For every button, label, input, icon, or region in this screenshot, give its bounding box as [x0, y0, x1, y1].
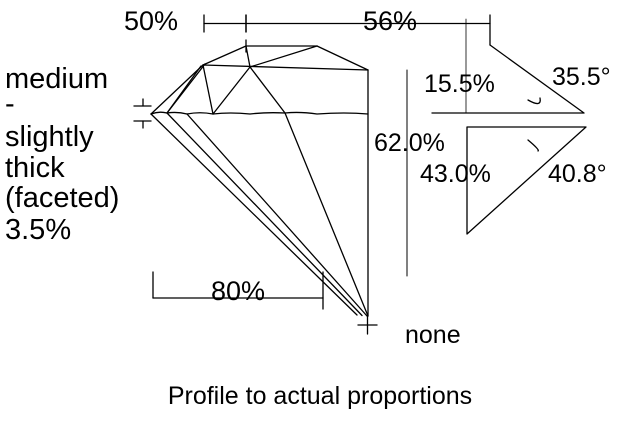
svg-text:thick: thick	[5, 152, 65, 184]
svg-text:80%: 80%	[211, 276, 265, 306]
svg-text:62.0%: 62.0%	[374, 129, 445, 157]
svg-text:slightly: slightly	[5, 121, 94, 153]
svg-text:Profile to actual proportions: Profile to actual proportions	[168, 382, 472, 410]
svg-text:35.5°: 35.5°	[552, 63, 611, 91]
svg-text:50%: 50%	[124, 6, 178, 36]
svg-text:(faceted): (faceted)	[5, 182, 119, 214]
svg-text:medium: medium	[5, 63, 108, 95]
svg-text:3.5%: 3.5%	[5, 214, 71, 246]
svg-text:15.5%: 15.5%	[424, 70, 495, 98]
svg-text:none: none	[405, 321, 461, 349]
svg-text:-: -	[5, 88, 15, 120]
svg-text:56%: 56%	[363, 6, 417, 36]
svg-text:43.0%: 43.0%	[420, 160, 491, 188]
svg-text:40.8°: 40.8°	[548, 160, 607, 188]
